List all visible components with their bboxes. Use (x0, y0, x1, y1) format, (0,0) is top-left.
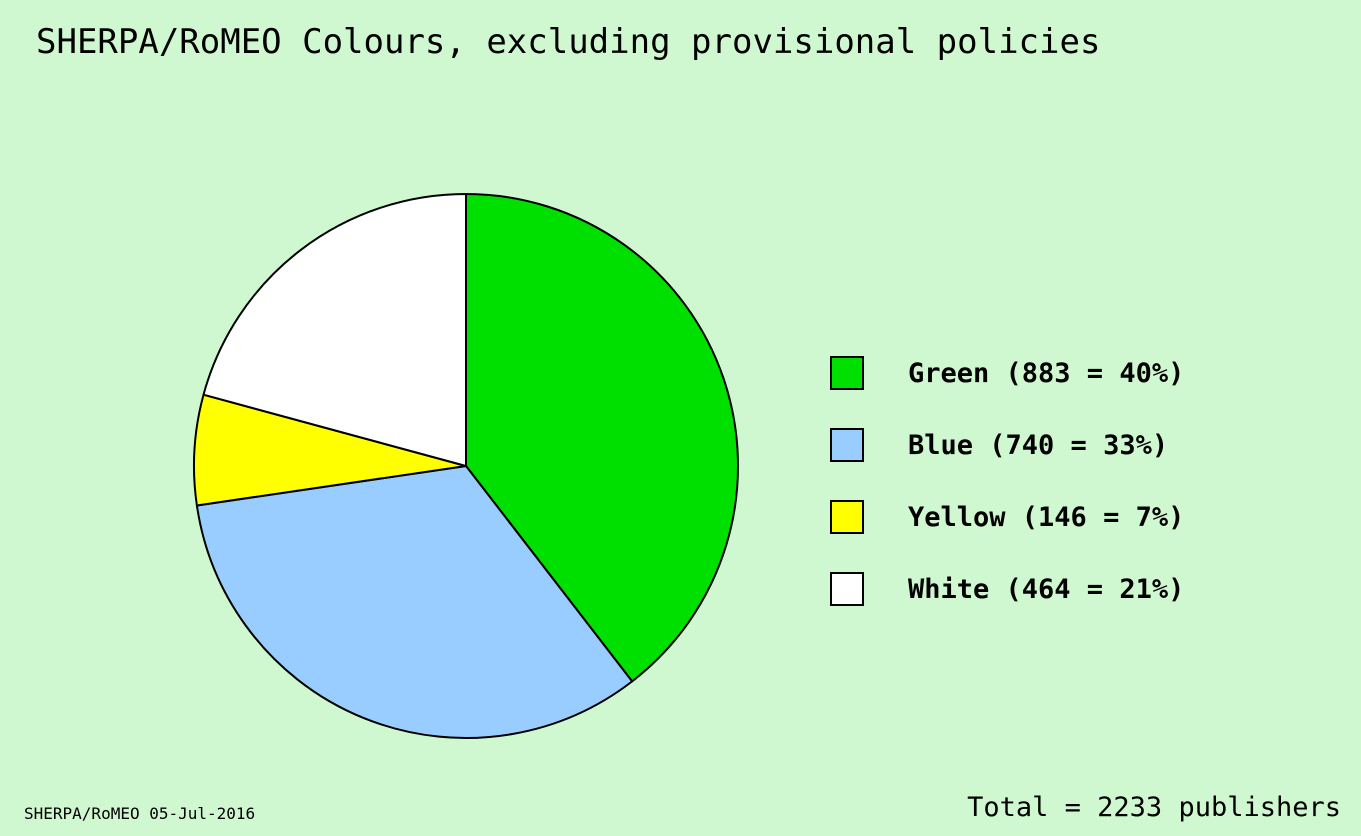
pie-slice-green (465, 193, 739, 683)
pie-slice-blue (195, 465, 634, 739)
chart-title: SHERPA/RoMEO Colours, excluding provisio… (36, 22, 1101, 62)
legend-swatch-white (830, 572, 864, 606)
source-date-label: SHERPA/RoMEO 05-Jul-2016 (24, 804, 256, 823)
pie-slice-yellow (193, 393, 467, 507)
legend-label-yellow: Yellow (146 = 7%) (908, 501, 1185, 533)
legend-item-blue: Blue (740 = 33%) (830, 409, 1184, 481)
legend-item-green: Green (883 = 40%) (830, 337, 1184, 409)
legend-swatch-blue (830, 428, 864, 462)
legend: Green (883 = 40%) Blue (740 = 33%) Yello… (830, 337, 1184, 625)
pie-slice-white (202, 193, 467, 467)
legend-item-yellow: Yellow (146 = 7%) (830, 481, 1184, 553)
legend-label-green: Green (883 = 40%) (908, 357, 1185, 389)
legend-swatch-green (830, 356, 864, 390)
legend-label-blue: Blue (740 = 33%) (908, 429, 1169, 461)
legend-label-white: White (464 = 21%) (908, 573, 1185, 605)
total-publishers-label: Total = 2233 publishers (967, 792, 1341, 823)
legend-swatch-yellow (830, 500, 864, 534)
legend-item-white: White (464 = 21%) (830, 553, 1184, 625)
